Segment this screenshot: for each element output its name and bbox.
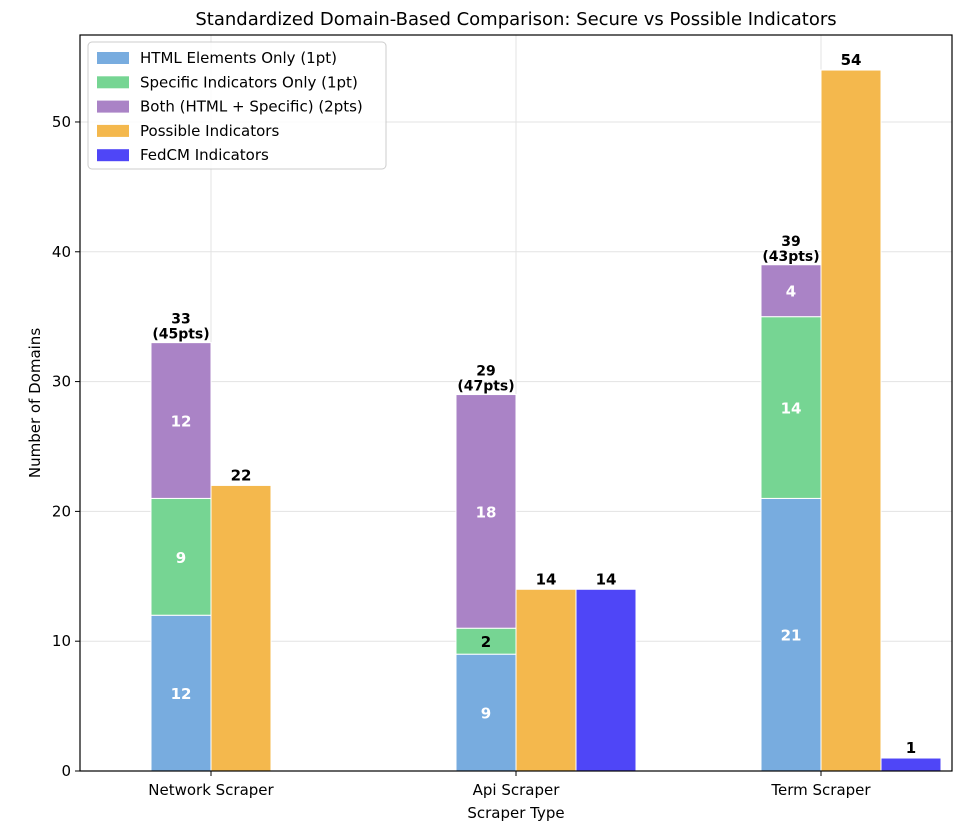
bar-side xyxy=(880,757,942,772)
bar-stacked-segment xyxy=(760,316,822,499)
x-tick-label: Api Scraper xyxy=(473,781,561,799)
bar-value-label: 2 xyxy=(481,633,491,651)
legend-swatch xyxy=(97,124,129,137)
bar-value-label: 21 xyxy=(781,627,802,645)
bar-value-label: 12 xyxy=(171,685,192,703)
bar-value-label: 1 xyxy=(906,739,916,757)
legend-entry-label: Both (HTML + Specific) (2pts) xyxy=(140,98,363,116)
y-tick-label: 0 xyxy=(61,762,71,780)
legend-swatch xyxy=(97,100,129,113)
stack-total-points: (45pts) xyxy=(152,327,209,343)
legend: HTML Elements Only (1pt) Specific Indicat… xyxy=(87,41,387,170)
bar-stacked-segment xyxy=(455,627,517,655)
bar-value-label: 54 xyxy=(841,51,862,69)
bar-stacked-segment xyxy=(455,394,517,629)
bar-labels: 12 9 12 33(45pts) 9 2 18 29(47pts) 21 14 4 39(43pts… xyxy=(152,51,916,757)
bar-value-label: 18 xyxy=(476,503,497,521)
bar-value-label: 9 xyxy=(481,705,491,723)
bar-value-label: 4 xyxy=(786,283,796,301)
bar-side xyxy=(210,484,272,772)
bar-side xyxy=(820,69,882,772)
x-axis: Network Scraper Api Scraper Term Scraper xyxy=(148,771,871,799)
legend-entry-label: HTML Elements Only (1pt) xyxy=(140,49,337,67)
x-tick-label: Term Scraper xyxy=(770,781,871,799)
x-tick-label: Network Scraper xyxy=(148,781,274,799)
bars xyxy=(150,69,942,772)
legend-box xyxy=(87,41,387,170)
y-tick-label: 50 xyxy=(52,113,71,131)
bar-side xyxy=(515,588,577,772)
legend-swatch xyxy=(97,52,129,64)
bar-stacked-segment xyxy=(760,264,822,318)
bar-stacked-segment xyxy=(150,614,212,772)
bar-side xyxy=(575,588,637,772)
bar-stacked-segment xyxy=(760,497,822,772)
y-axis-label: Number of Domains xyxy=(26,328,44,478)
bar-value-label: 12 xyxy=(171,413,192,431)
chart-title: Standardized Domain-Based Comparison: Se… xyxy=(195,9,836,30)
legend-swatch xyxy=(97,76,129,89)
bar-value-label: 14 xyxy=(536,570,557,588)
stack-total-points: (47pts) xyxy=(457,379,514,395)
stack-total-count: 33 xyxy=(171,312,190,328)
y-tick-label: 10 xyxy=(52,632,71,650)
legend-swatch xyxy=(97,149,129,162)
bar-stacked-segment xyxy=(150,342,212,499)
y-axis: 0 10 20 30 40 50 xyxy=(52,113,80,780)
bar-value-label: 14 xyxy=(781,400,802,418)
stack-total-count: 29 xyxy=(476,364,495,380)
bar-value-label: 9 xyxy=(176,549,186,567)
legend-entry-label: FedCM Indicators xyxy=(140,146,269,164)
stack-total-points: (43pts) xyxy=(762,249,819,265)
bar-value-label: 14 xyxy=(596,570,617,588)
stack-total-count: 39 xyxy=(781,234,800,250)
legend-entry-label: Specific Indicators Only (1pt) xyxy=(140,73,358,91)
y-tick-label: 40 xyxy=(52,243,71,261)
legend-entry-label: Possible Indicators xyxy=(140,122,279,140)
y-tick-label: 20 xyxy=(52,502,71,520)
y-tick-label: 30 xyxy=(52,373,71,391)
bar-value-label: 22 xyxy=(231,466,252,484)
x-axis-label: Scraper Type xyxy=(467,804,564,822)
